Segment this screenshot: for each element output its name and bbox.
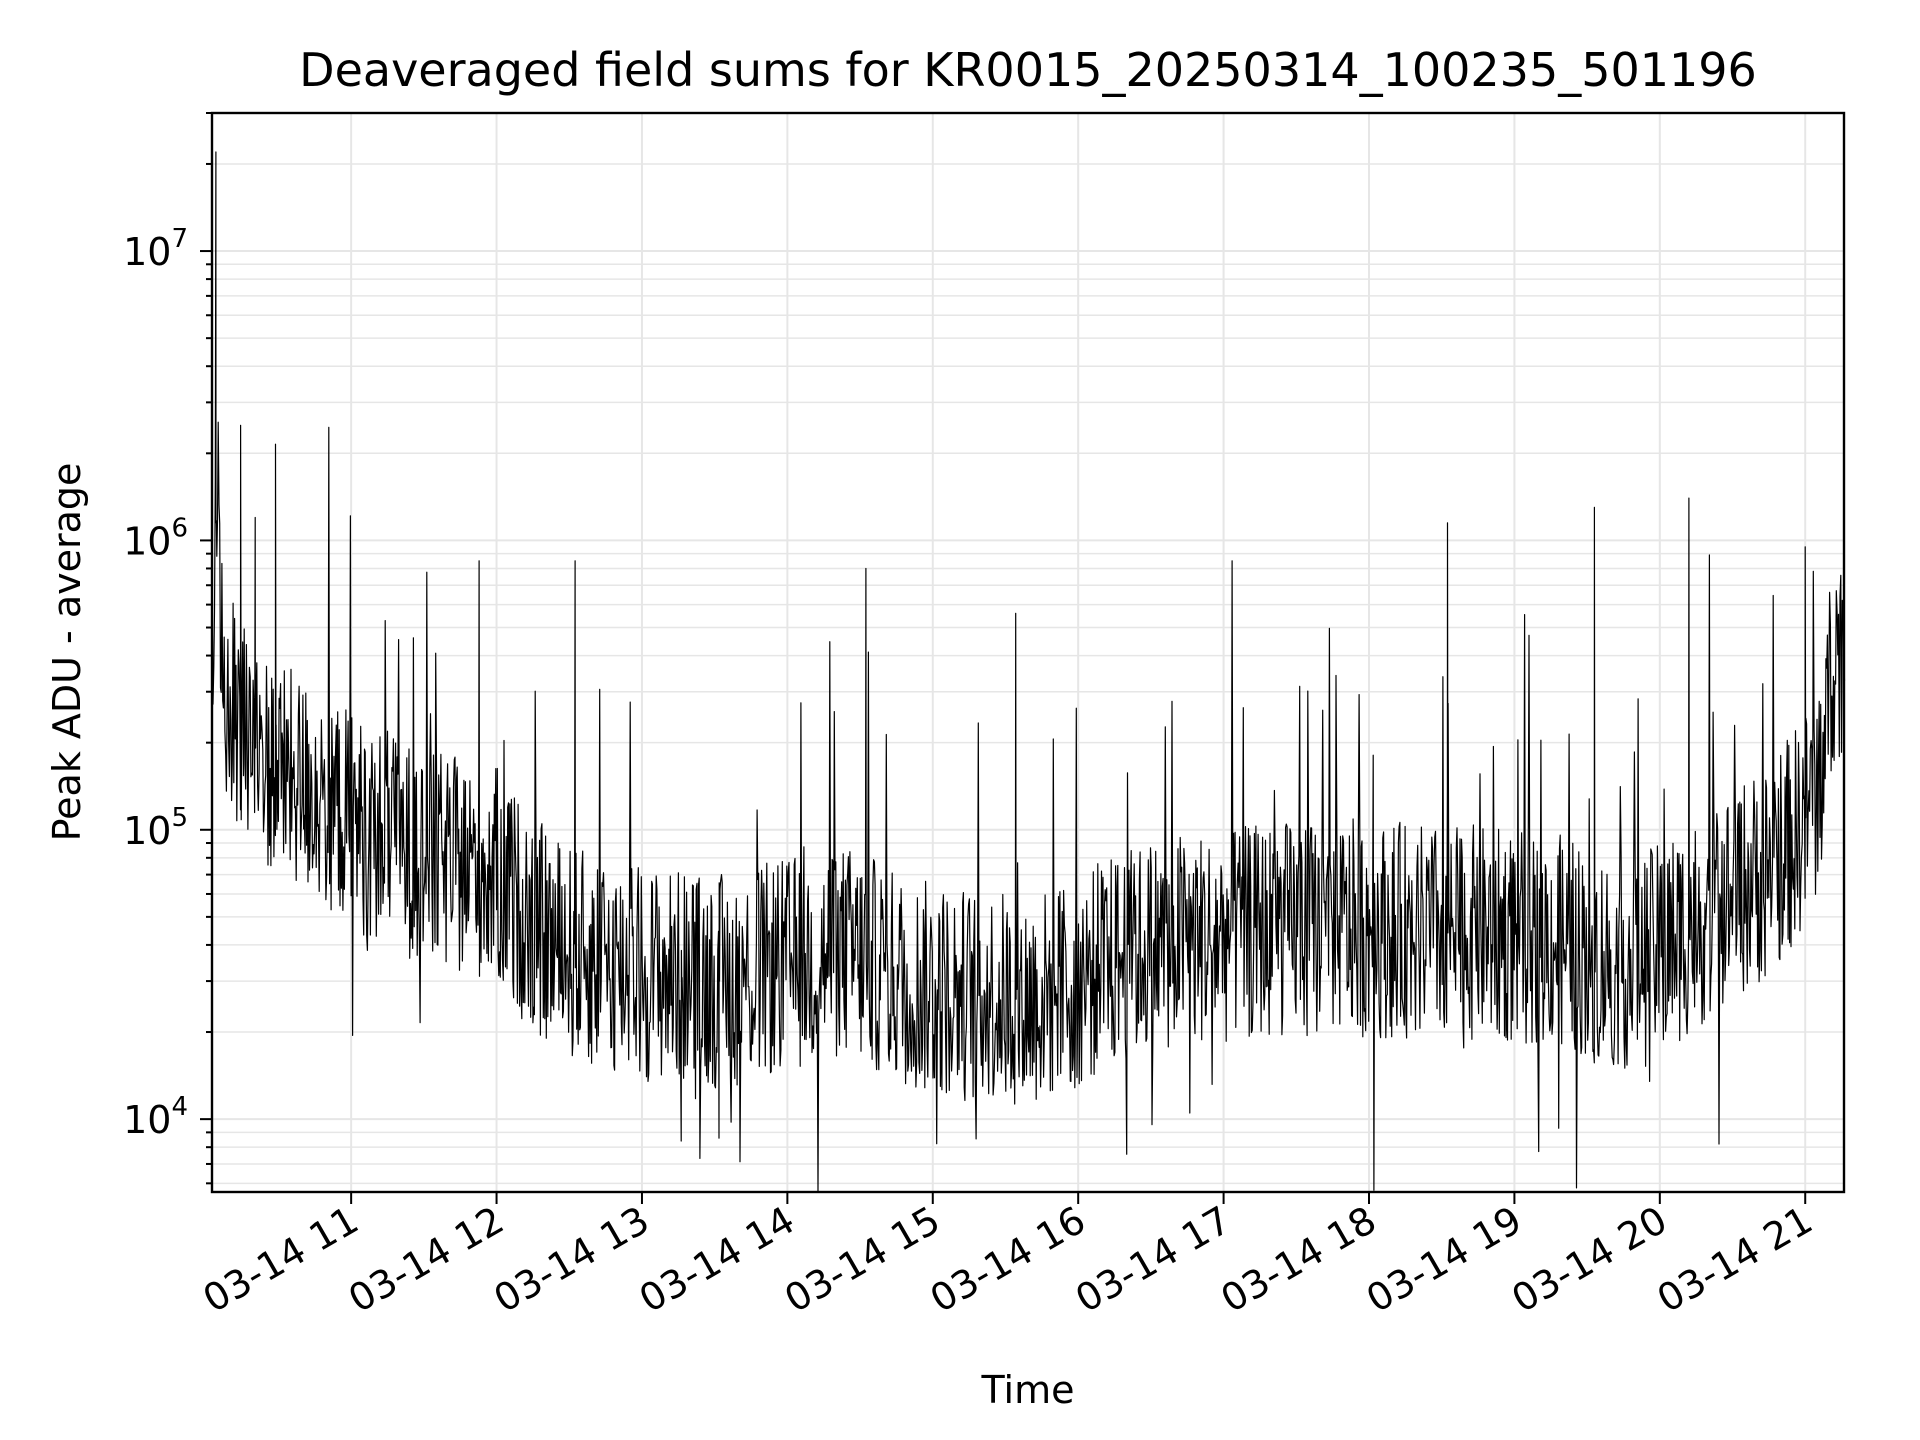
x-tick-label: 03-14 14 xyxy=(632,1198,802,1322)
x-tick-label: 03-14 13 xyxy=(486,1198,656,1322)
x-tick-label: 03-14 18 xyxy=(1214,1198,1384,1322)
x-tick-label: 03-14 12 xyxy=(341,1198,511,1322)
plot-frame xyxy=(210,111,1846,1194)
x-tick-label: 03-14 15 xyxy=(777,1198,947,1322)
y-tick-label: 105 xyxy=(123,803,188,853)
x-tick-label: 03-14 11 xyxy=(196,1198,366,1322)
y-tick-label: 107 xyxy=(123,224,188,274)
y-axis: 104 105 106 107 xyxy=(123,112,212,1185)
y-axis-label: Peak ADU - average xyxy=(45,463,89,842)
x-tick-label: 03-14 19 xyxy=(1359,1198,1529,1322)
chart-title: Deaveraged field sums for KR0015_2025031… xyxy=(299,43,1757,97)
x-tick-label: 03-14 17 xyxy=(1068,1198,1238,1322)
x-tick-label: 03-14 21 xyxy=(1650,1198,1820,1322)
x-tick-label: 03-14 16 xyxy=(923,1198,1093,1322)
series-line xyxy=(211,151,1846,1193)
x-axis-label: Time xyxy=(981,1368,1075,1412)
y-tick-label: 104 xyxy=(123,1092,188,1142)
x-tick-label: 03-14 20 xyxy=(1504,1198,1674,1322)
y-tick-label: 106 xyxy=(123,513,188,563)
series-line-group xyxy=(211,151,1846,1193)
